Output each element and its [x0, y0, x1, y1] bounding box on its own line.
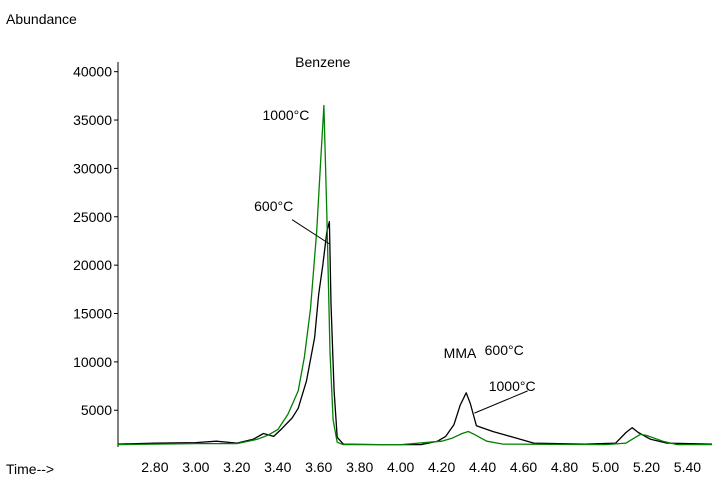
x-axis-label: Time-->: [6, 461, 54, 477]
annotation-label: MMA: [444, 345, 477, 361]
x-tick-label: 4.40: [469, 459, 496, 475]
annotation-label: 600°C: [254, 198, 293, 214]
y-tick-label: 30000: [73, 160, 112, 176]
x-tick-label: 5.40: [674, 459, 701, 475]
y-tick-label: 40000: [73, 64, 112, 80]
x-tick-label: 4.80: [551, 459, 578, 475]
x-tick-label: 2.80: [141, 459, 168, 475]
x-tick-label: 4.20: [428, 459, 455, 475]
series-group: [117, 104, 713, 446]
series-line-600c: [117, 220, 713, 446]
x-tick-label: 3.80: [346, 459, 373, 475]
y-tick-label: 25000: [73, 209, 112, 225]
x-tick-label: 3.00: [182, 459, 209, 475]
x-tick-label: 5.00: [592, 459, 619, 475]
y-axis-ticks: 5000 10000 15000 20000 25000 30000 35000 40000: [73, 64, 118, 418]
x-tick-label: 5.20: [633, 459, 660, 475]
y-tick-label: 20000: [73, 257, 112, 273]
annotation-pointer: [291, 219, 330, 245]
y-tick-label: 5000: [81, 402, 112, 418]
y-tick-label: 15000: [73, 306, 112, 322]
series-line-1000c: [117, 104, 712, 446]
y-axis-label: Abundance: [6, 11, 77, 27]
y-tick-label: 35000: [73, 112, 112, 128]
annotations-group: Benzene 1000°C 600°C MMA 600°C 1000°C: [254, 54, 536, 414]
x-tick-label: 3.60: [305, 459, 332, 475]
annotation-label: 1000°C: [489, 378, 536, 394]
annotation-label: 600°C: [485, 342, 524, 358]
annotation-pointer: [474, 390, 528, 414]
x-tick-label: 4.00: [387, 459, 414, 475]
x-tick-label: 4.60: [510, 459, 537, 475]
x-tick-label: 3.20: [223, 459, 250, 475]
x-tick-label: 3.40: [264, 459, 291, 475]
x-axis-ticks: 2.80 3.00 3.20 3.40 3.60 3.80 4.00 4.20 4.40 4.60…: [141, 459, 701, 475]
annotation-label: 1000°C: [263, 107, 310, 123]
annotation-label: Benzene: [295, 54, 350, 70]
y-tick-label: 10000: [73, 354, 112, 370]
